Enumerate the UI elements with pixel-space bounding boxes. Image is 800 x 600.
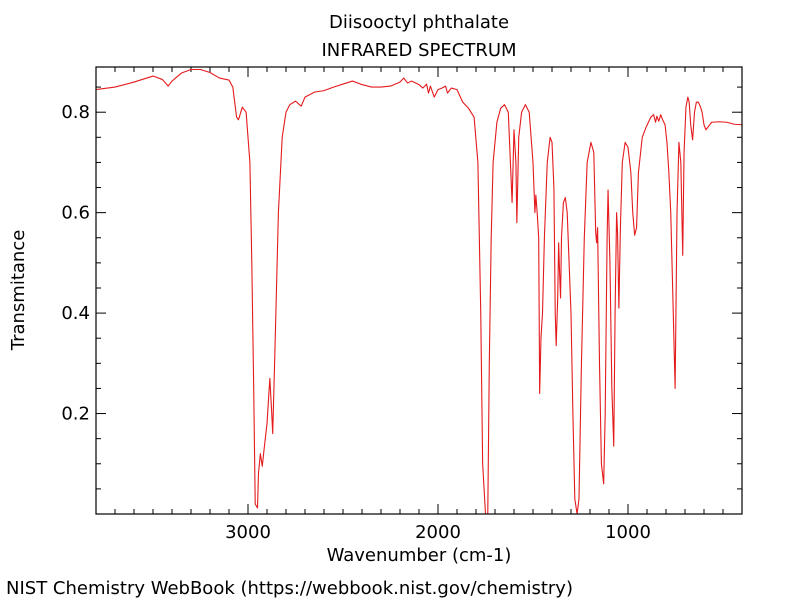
y-tick-label: 0.2 bbox=[61, 404, 90, 425]
y-tick-label: 0.4 bbox=[61, 303, 90, 324]
plot-frame bbox=[95, 66, 743, 515]
spectrum-line bbox=[95, 68, 743, 515]
source-footer: NIST Chemistry WebBook (https://webbook.… bbox=[6, 578, 573, 599]
chart-title: Diisooctyl phthalate bbox=[329, 12, 509, 33]
y-tick-label: 0.8 bbox=[61, 102, 90, 123]
y-tick-label: 0.6 bbox=[61, 203, 90, 224]
x-tick-label: 2000 bbox=[415, 522, 461, 543]
x-axis-label: Wavenumber (cm-1) bbox=[327, 545, 512, 566]
y-axis-label: Transmitance bbox=[8, 230, 29, 352]
x-tick-label: 1000 bbox=[605, 522, 651, 543]
plot-area: 3000 2000 1000 0.2 0.4 0.6 0.8 bbox=[61, 67, 743, 543]
x-tick-label: 3000 bbox=[225, 522, 271, 543]
chart-subtitle: INFRARED SPECTRUM bbox=[321, 40, 516, 61]
